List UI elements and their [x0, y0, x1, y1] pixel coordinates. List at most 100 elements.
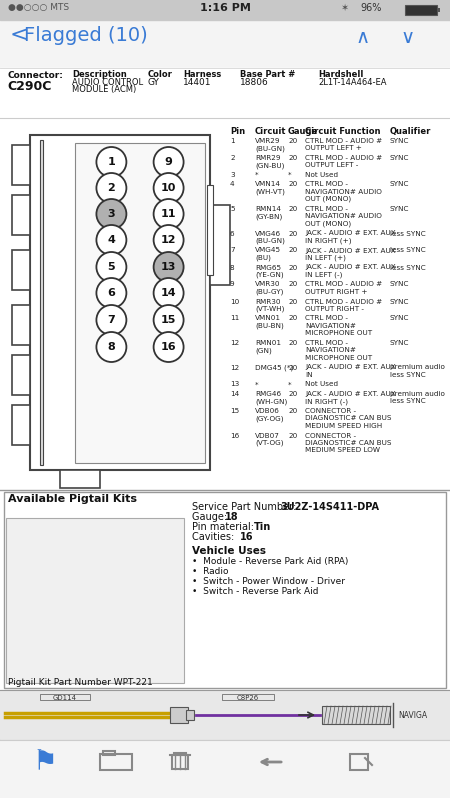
Text: ∧: ∧	[355, 28, 369, 47]
Text: 20: 20	[288, 138, 297, 144]
Circle shape	[96, 225, 126, 255]
Text: 16: 16	[240, 532, 253, 542]
Text: Pigtail Kit Part Number WPT-221: Pigtail Kit Part Number WPT-221	[8, 678, 153, 687]
Bar	[30, 135, 210, 470]
Bar	[222, 694, 274, 700]
Bar	[12, 250, 30, 290]
Text: 3: 3	[230, 172, 234, 178]
Text: premium audio
less SYNC: premium audio less SYNC	[390, 365, 445, 377]
Text: SYNC: SYNC	[390, 298, 410, 305]
Text: 2: 2	[108, 183, 115, 193]
Text: CTRL MOD -
NAVIGATION# AUDIO
OUT (MONO): CTRL MOD - NAVIGATION# AUDIO OUT (MONO)	[305, 181, 382, 203]
Text: 15: 15	[161, 315, 176, 325]
Text: *: *	[255, 172, 259, 178]
Text: 20: 20	[288, 206, 297, 212]
Text: 20: 20	[288, 340, 297, 346]
Bar	[4, 492, 446, 688]
Text: VMR29
(BU-GN): VMR29 (BU-GN)	[255, 138, 285, 152]
Text: Tin: Tin	[254, 522, 271, 532]
Circle shape	[96, 252, 126, 282]
Text: CONNECTOR -
DIAGNOSTIC# CAN BUS
MEDIUM SPEED LOW: CONNECTOR - DIAGNOSTIC# CAN BUS MEDIUM S…	[305, 433, 392, 453]
Bar	[405, 5, 437, 15]
Text: 7: 7	[108, 315, 115, 325]
Text: 11: 11	[230, 315, 239, 322]
Text: Not Used: Not Used	[305, 381, 338, 388]
Text: 20: 20	[288, 231, 297, 236]
Text: 6: 6	[230, 231, 234, 236]
Circle shape	[153, 173, 184, 203]
Text: 18: 18	[225, 512, 238, 522]
Bar	[40, 694, 90, 700]
Text: 4: 4	[230, 181, 234, 188]
Text: ∨: ∨	[400, 28, 414, 47]
Bar	[12, 405, 30, 445]
Text: CTRL MOD -
NAVIGATION#
MICROPHONE OUT: CTRL MOD - NAVIGATION# MICROPHONE OUT	[305, 315, 372, 336]
Text: Color: Color	[148, 70, 173, 79]
Text: 20: 20	[288, 315, 297, 322]
Text: 16: 16	[161, 342, 176, 352]
Text: <: <	[10, 25, 29, 45]
Text: Service Part Number:: Service Part Number:	[192, 502, 299, 512]
Bar	[6, 518, 184, 683]
Bar	[103, 751, 115, 755]
Text: 13: 13	[161, 262, 176, 272]
Text: Qualifier: Qualifier	[390, 127, 432, 136]
Text: 7: 7	[230, 247, 234, 254]
Text: C8P26: C8P26	[237, 695, 259, 701]
Text: C290C: C290C	[7, 80, 51, 93]
Bar	[12, 145, 30, 185]
Text: AUDIO CONTROL: AUDIO CONTROL	[72, 78, 143, 87]
Text: 20: 20	[288, 365, 297, 370]
Circle shape	[153, 278, 184, 308]
Text: JACK - AUDIO # EXT. AUX
IN RIGHT (-): JACK - AUDIO # EXT. AUX IN RIGHT (-)	[305, 391, 396, 405]
Text: Pin material:: Pin material:	[192, 522, 257, 532]
Text: 20: 20	[288, 433, 297, 438]
Bar	[186, 710, 194, 720]
Text: SYNC: SYNC	[390, 315, 410, 322]
Text: 13: 13	[230, 381, 239, 388]
Bar	[12, 305, 30, 345]
Bar	[210, 205, 230, 285]
Text: RMG65
(YE-GN): RMG65 (YE-GN)	[255, 264, 284, 279]
Text: Hardshell: Hardshell	[318, 70, 364, 79]
Text: 4: 4	[108, 235, 115, 245]
Text: 20: 20	[288, 408, 297, 414]
Circle shape	[96, 173, 126, 203]
Text: 12: 12	[230, 340, 239, 346]
Text: 20: 20	[288, 181, 297, 188]
Text: 20: 20	[288, 298, 297, 305]
Text: Vehicle Uses: Vehicle Uses	[192, 546, 266, 556]
Circle shape	[153, 147, 184, 177]
Text: *: *	[288, 381, 292, 388]
Text: Gauge:: Gauge:	[192, 512, 230, 522]
Text: CONNECTOR -
DIAGNOSTIC# CAN BUS
MEDIUM SPEED HIGH: CONNECTOR - DIAGNOSTIC# CAN BUS MEDIUM S…	[305, 408, 392, 429]
Text: Base Part #: Base Part #	[240, 70, 295, 79]
Text: JACK - AUDIO # EXT. AUX
IN RIGHT (+): JACK - AUDIO # EXT. AUX IN RIGHT (+)	[305, 231, 396, 244]
Text: CTRL MOD - AUDIO #
OUTPUT RIGHT -: CTRL MOD - AUDIO # OUTPUT RIGHT -	[305, 298, 382, 312]
Text: RMR30
(VT-WH): RMR30 (VT-WH)	[255, 298, 284, 312]
Circle shape	[153, 225, 184, 255]
Text: 3: 3	[108, 209, 115, 219]
Bar	[0, 740, 450, 798]
Text: Gauge: Gauge	[288, 127, 318, 136]
Text: 96%: 96%	[360, 3, 382, 13]
Text: 12: 12	[161, 235, 176, 245]
Bar	[75, 143, 205, 463]
Text: JACK - AUDIO # EXT. AUX
IN LEFT (+): JACK - AUDIO # EXT. AUX IN LEFT (+)	[305, 247, 396, 261]
Circle shape	[96, 332, 126, 362]
Text: 20: 20	[288, 155, 297, 161]
Text: 14: 14	[230, 391, 239, 397]
Text: RMN01
(GN): RMN01 (GN)	[255, 340, 281, 354]
Text: 15: 15	[230, 408, 239, 414]
Text: 11: 11	[161, 209, 176, 219]
Text: 5: 5	[108, 262, 115, 272]
Bar	[40, 140, 43, 465]
Text: 18806: 18806	[240, 78, 269, 87]
Text: 6: 6	[108, 288, 115, 298]
Text: RMG46
(WH-GN): RMG46 (WH-GN)	[255, 391, 287, 405]
Bar	[170, 707, 188, 723]
Bar	[322, 706, 390, 724]
Circle shape	[153, 252, 184, 282]
Text: SYNC: SYNC	[390, 155, 410, 161]
Text: Description: Description	[72, 70, 127, 79]
